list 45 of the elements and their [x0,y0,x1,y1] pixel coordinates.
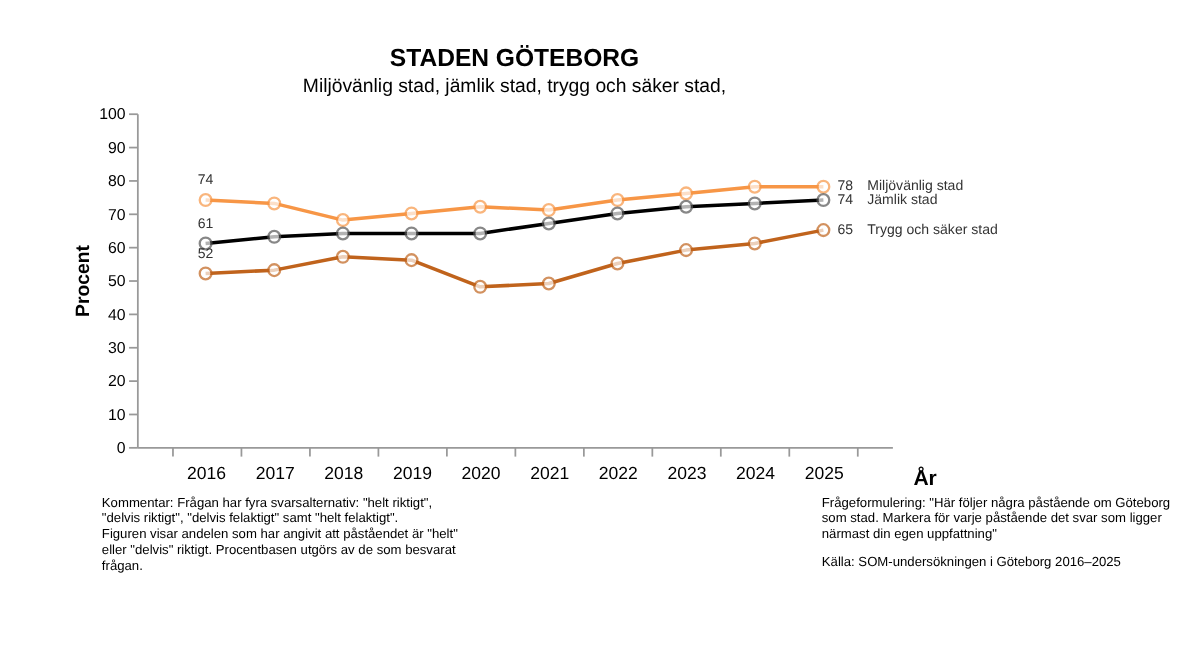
point [541,276,556,291]
point [404,253,419,268]
point [335,249,350,264]
x-tick-label: 2020 [461,463,501,484]
point [747,236,762,251]
x-tick-label: 2022 [598,463,639,484]
point [816,223,831,238]
x-tick-label: 2018 [324,463,364,484]
point [335,213,350,228]
y-tick-label: 10 [107,405,127,424]
y-axis-title: Procent [72,243,95,317]
point [610,193,625,208]
x-tick-label: 2025 [804,463,844,484]
x-axis-title: År [913,464,937,491]
chart-title: STADEN GÖTEBORG [389,43,640,72]
y-tick-label: 80 [107,172,127,191]
y-tick-label: 30 [107,339,127,358]
y-tick-label: 70 [107,205,127,224]
y-tick-label: 50 [107,272,127,291]
y-tick-label: 100 [99,105,127,124]
point [679,186,694,201]
point [404,206,419,221]
point [747,179,762,194]
x-tick-label: 2023 [667,463,707,484]
y-tick-label: 0 [116,439,127,458]
point [198,193,213,208]
x-tick-label: 2016 [186,463,227,484]
point [816,179,831,194]
y-tick-label: 20 [107,372,127,391]
point [198,266,213,281]
point [267,263,282,278]
x-tick-label: 2017 [255,463,295,484]
y-tick-label: 40 [107,305,127,324]
y-tick-label: 90 [107,138,127,157]
chart-subtitle: Miljövänlig stad, jämlik stad, trygg och säker stad, [302,76,727,99]
point [679,243,694,258]
point [267,196,282,211]
point [473,279,488,294]
y-tick-label: 60 [107,238,127,257]
point [541,203,556,218]
x-tick-label: 2021 [530,463,570,484]
point [610,256,625,271]
x-tick-label: 2019 [392,463,433,484]
point [473,199,488,214]
x-tick-label: 2024 [736,463,776,484]
